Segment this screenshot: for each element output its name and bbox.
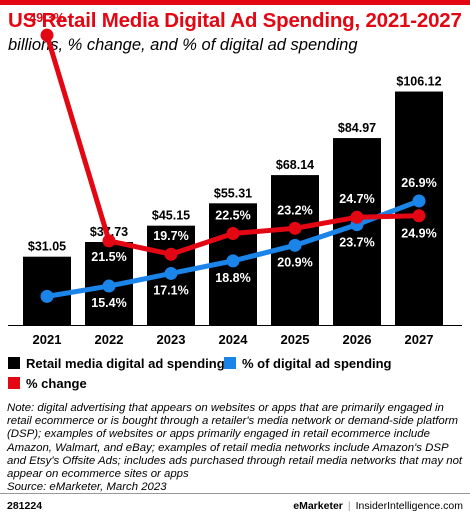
legend-swatch-spending xyxy=(8,357,20,369)
chart-title: US Retail Media Digital Ad Spending, 202… xyxy=(8,9,462,32)
bar-value-label: $31.05 xyxy=(28,240,66,254)
bar-value-label: $37.73 xyxy=(90,225,128,239)
x-tick-label: 2022 xyxy=(95,332,124,347)
change-value-label: 23.2% xyxy=(277,203,312,217)
change-value-label: 24.9% xyxy=(401,227,436,241)
share-value-label: 20.9% xyxy=(277,255,312,269)
share-point-2022 xyxy=(102,279,116,293)
bar-value-label: $55.31 xyxy=(214,186,252,200)
x-tick-label: 2023 xyxy=(157,332,186,347)
share-point-2024 xyxy=(226,254,240,268)
x-tick-label: 2025 xyxy=(281,332,310,347)
x-tick-label: 2021 xyxy=(33,332,62,347)
change-value-label: 19.7% xyxy=(153,229,188,243)
legend-item-share: % of digital ad spending xyxy=(224,356,392,371)
share-value-label: 15.4% xyxy=(91,296,126,310)
change-point-2027 xyxy=(412,209,426,223)
share-value-label: 17.1% xyxy=(153,283,188,297)
bar-value-label: $84.97 xyxy=(338,121,376,135)
note-text: Note: digital advertising that appears o… xyxy=(7,402,463,481)
change-value-label: 22.5% xyxy=(215,209,250,223)
change-point-2022 xyxy=(102,234,116,248)
source-text: Source: eMarketer, March 2023 xyxy=(7,481,167,494)
legend-item-change: % change xyxy=(8,376,87,391)
change-point-2026 xyxy=(350,210,364,224)
accent-bar xyxy=(0,0,470,5)
legend-label-change: % change xyxy=(26,376,87,391)
x-tick-label: 2026 xyxy=(343,332,372,347)
share-value-label: 14.0% xyxy=(29,307,64,321)
bar-value-label: $45.15 xyxy=(152,209,190,223)
chart-plot: $31.05 $37.73 $45.15 $55.31 $68.14 $84.97 $106… xyxy=(8,11,462,347)
change-value-label: 21.5% xyxy=(91,250,126,264)
chart-note: Note: digital advertising that appears o… xyxy=(7,402,463,494)
legend-swatch-change xyxy=(8,377,20,389)
brand-name: eMarketer xyxy=(293,500,343,512)
share-point-2023 xyxy=(164,266,178,280)
legend-label-spending: Retail media digital ad spending xyxy=(26,356,225,371)
change-point-2024 xyxy=(226,227,240,240)
footer-brand: eMarketer | InsiderIntelligence.com xyxy=(293,500,463,512)
chart-id: 281224 xyxy=(7,500,43,512)
change-value-label: 49.3% xyxy=(29,11,64,25)
legend-item-spending: Retail media digital ad spending xyxy=(8,356,225,371)
bar-value-label: $106.12 xyxy=(396,75,441,89)
legend-swatch-share xyxy=(224,357,236,369)
change-point-2021 xyxy=(40,28,54,42)
legend-label-share: % of digital ad spending xyxy=(242,356,392,371)
share-point-2021 xyxy=(40,289,54,303)
bar-value-label: $68.14 xyxy=(276,158,314,172)
share-value-label: 18.8% xyxy=(215,271,250,285)
chart-subtitle: billions, % change, and % of digital ad … xyxy=(8,36,358,54)
brand-separator: | xyxy=(347,500,351,512)
change-value-label: 24.7% xyxy=(339,192,374,206)
change-point-2025 xyxy=(288,221,302,235)
share-point-2027 xyxy=(412,194,426,208)
share-value-label: 23.7% xyxy=(339,236,374,250)
share-value-label: 26.9% xyxy=(401,176,436,190)
share-point-2025 xyxy=(288,238,302,252)
x-tick-label: 2027 xyxy=(405,332,434,347)
footer-divider xyxy=(0,493,470,494)
x-tick-label: 2024 xyxy=(219,332,249,347)
brand-site: InsiderIntelligence.com xyxy=(355,500,463,512)
change-point-2023 xyxy=(164,247,178,261)
